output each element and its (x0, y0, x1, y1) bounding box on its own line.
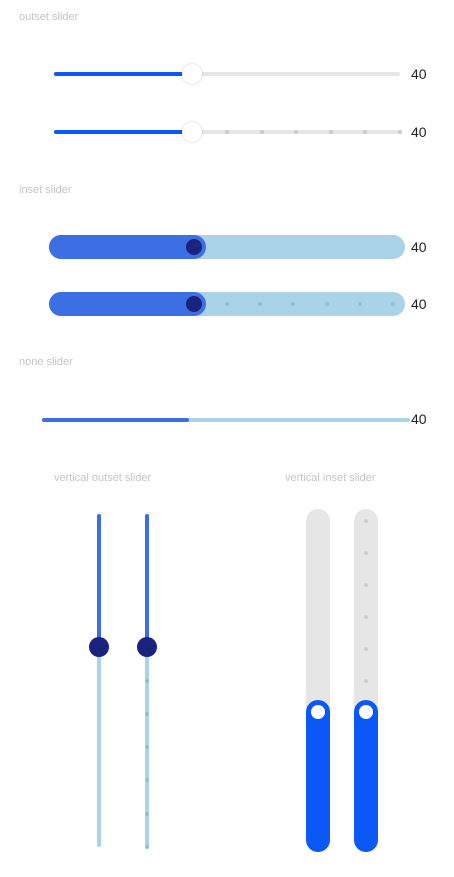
vertical-inset-slider-track[interactable] (306, 509, 330, 852)
step-mark (364, 614, 368, 619)
inset-slider-title: inset slider (19, 184, 72, 196)
vertical-outset-slider-title: vertical outset slider (54, 472, 152, 484)
outset-stepped-slider-track[interactable] (54, 122, 402, 142)
none-slider-value: 40 (411, 411, 427, 427)
vertical-inset-stepped-slider-thumb[interactable] (359, 705, 373, 720)
step-mark (145, 745, 149, 750)
inset-slider-fill (49, 235, 206, 259)
step-mark (145, 845, 149, 849)
vertical-inset-slider-fill (306, 700, 330, 852)
inset-slider-value: 40 (411, 239, 427, 255)
vertical-outset-stepped-slider-fill (145, 514, 149, 648)
step-mark (398, 130, 402, 134)
step-mark (324, 302, 329, 306)
vertical-inset-slider-thumb[interactable] (311, 705, 325, 720)
inset-slider-track[interactable] (49, 235, 405, 259)
step-mark (364, 646, 368, 651)
step-mark (145, 811, 149, 816)
step-mark (145, 778, 149, 783)
inset-stepped-slider-value: 40 (411, 296, 427, 312)
outset-slider-value: 40 (411, 66, 427, 82)
outset-slider-title: outset slider (19, 11, 79, 23)
inset-stepped-slider-thumb[interactable] (185, 296, 202, 312)
inset-stepped-slider-fill (49, 292, 206, 316)
step-mark (225, 302, 229, 306)
step-mark (364, 678, 368, 683)
step-mark (363, 130, 368, 134)
outset-slider-track[interactable] (54, 64, 400, 84)
outset-stepped-slider-fill (54, 130, 193, 134)
step-mark (145, 711, 149, 716)
vertical-outset-slider-track[interactable] (89, 514, 109, 847)
vertical-inset-stepped-slider-fill (354, 700, 378, 852)
outset-stepped-slider-value: 40 (411, 124, 427, 140)
vertical-outset-slider-thumb[interactable] (89, 637, 109, 658)
vertical-outset-stepped-slider-track[interactable] (137, 514, 157, 849)
step-mark (145, 678, 149, 683)
none-slider-fill (42, 418, 190, 422)
vertical-inset-stepped-slider-track[interactable] (354, 509, 378, 852)
step-mark (328, 130, 333, 134)
step-mark (364, 519, 368, 523)
inset-slider-thumb[interactable] (185, 239, 202, 255)
step-mark (259, 130, 264, 134)
vertical-inset-slider-title: vertical inset slider (285, 472, 376, 484)
outset-slider-thumb[interactable] (182, 64, 203, 84)
step-mark (294, 130, 299, 134)
step-mark (291, 302, 296, 306)
inset-stepped-slider-track[interactable] (49, 292, 405, 316)
vertical-outset-slider-fill (97, 514, 101, 648)
outset-stepped-slider-thumb[interactable] (182, 122, 203, 142)
step-mark (391, 302, 395, 306)
step-mark (258, 302, 263, 306)
step-mark (364, 550, 368, 555)
step-mark (357, 302, 362, 306)
none-slider-track[interactable] (42, 418, 410, 422)
outset-slider-fill (54, 72, 193, 76)
vertical-outset-stepped-slider-thumb[interactable] (137, 637, 157, 658)
step-mark (225, 130, 229, 134)
step-mark (364, 582, 368, 587)
none-slider-title: none slider (19, 356, 73, 368)
